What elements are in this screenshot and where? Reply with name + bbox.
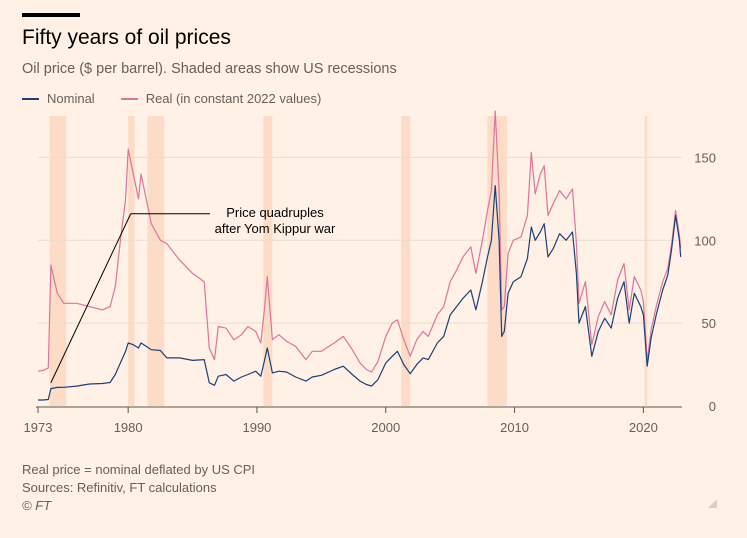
recession-band-3 bbox=[147, 116, 165, 406]
legend-item-nominal: Nominal bbox=[22, 91, 95, 106]
legend-swatch-nominal bbox=[22, 97, 39, 100]
recession-band-1 bbox=[49, 116, 67, 406]
x-tick-label-2020: 2020 bbox=[629, 420, 658, 435]
recession-band-7 bbox=[644, 116, 648, 406]
footer-credit: © FT bbox=[22, 498, 52, 513]
annotation-text-line2: after Yom Kippur war bbox=[215, 221, 336, 236]
y-tick-label-150: 150 bbox=[694, 150, 716, 165]
annotation-text-line1: Price quadruples bbox=[226, 205, 324, 220]
footer-sources: Sources: Refinitiv, FT calculations bbox=[22, 480, 217, 495]
recession-bands bbox=[49, 116, 648, 406]
recession-band-4 bbox=[263, 116, 273, 406]
axes: 0 50 100 150 1973 1980 1990 2000 2010 2020 bbox=[24, 150, 716, 435]
series-line-real bbox=[37, 110, 682, 373]
legend-label-real: Real (in constant 2022 values) bbox=[145, 91, 322, 106]
legend: Nominal Real (in constant 2022 values) bbox=[22, 91, 347, 106]
recession-band-2 bbox=[128, 116, 135, 406]
legend-label-nominal: Nominal bbox=[47, 91, 95, 106]
chart-title: Fifty years of oil prices bbox=[22, 26, 231, 49]
x-tick-label-2000: 2000 bbox=[371, 420, 400, 435]
y-tick-label-50: 50 bbox=[702, 316, 716, 331]
series-line-nominal bbox=[38, 185, 682, 401]
footer-note: Real price = nominal deflated by US CPI bbox=[22, 462, 256, 477]
x-tick-label-2010: 2010 bbox=[500, 420, 529, 435]
legend-item-real: Real (in constant 2022 values) bbox=[120, 91, 322, 106]
x-tick-label-1990: 1990 bbox=[242, 420, 271, 435]
recession-band-5 bbox=[401, 116, 411, 406]
y-tick-label-0: 0 bbox=[709, 399, 716, 414]
x-tick-label-1973: 1973 bbox=[24, 420, 53, 435]
chart-subtitle: Oil price ($ per barrel). Shaded areas s… bbox=[22, 61, 397, 77]
brand-top-bar bbox=[22, 13, 80, 17]
y-tick-label-100: 100 bbox=[694, 233, 716, 248]
legend-swatch-real bbox=[120, 97, 138, 100]
annotation-leader-diagonal bbox=[50, 213, 132, 384]
x-tick-label-1980: 1980 bbox=[114, 420, 143, 435]
resize-handle[interactable] bbox=[708, 499, 717, 508]
series-lines bbox=[37, 110, 682, 401]
gridlines bbox=[38, 156, 682, 324]
